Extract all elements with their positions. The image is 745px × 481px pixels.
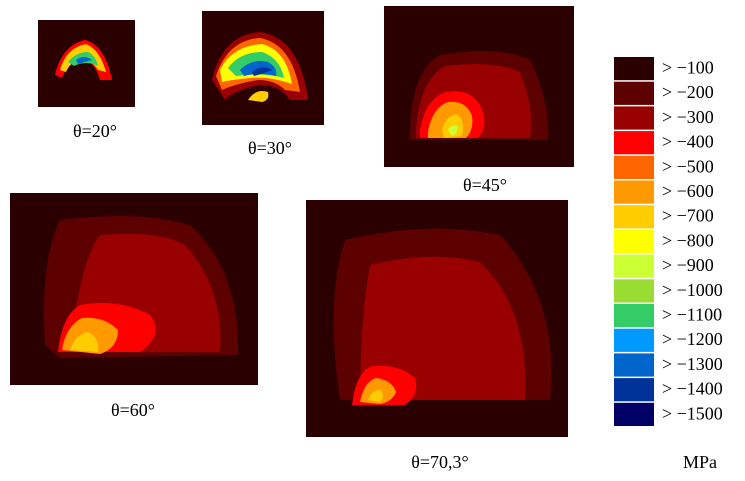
panel-label: θ=70,3° [411, 452, 468, 472]
legend-swatch [614, 205, 654, 229]
legend-swatch [614, 229, 654, 254]
legend-label: > −600 [662, 181, 714, 201]
legend-label: > −500 [662, 156, 714, 176]
legend-label: > −200 [662, 82, 714, 102]
legend-label: > −100 [662, 57, 714, 77]
legend-swatch [614, 254, 654, 278]
legend-label: > −300 [662, 107, 714, 127]
legend-label: > −1400 [662, 379, 723, 399]
legend: > −100 > −200 > −300 > −400 > −500 > −600 > −7… [614, 57, 723, 426]
contour-panel [202, 11, 324, 125]
contour-panel [10, 193, 258, 385]
panel-label: θ=30° [248, 138, 292, 158]
legend-swatch [614, 131, 654, 155]
panel-label: θ=60° [111, 400, 155, 420]
legend-swatch [614, 402, 654, 426]
legend-swatch [614, 106, 654, 130]
legend-swatch [614, 279, 654, 303]
legend-label: > −1000 [662, 280, 723, 300]
legend-swatch [614, 378, 654, 402]
legend-swatch [614, 81, 654, 105]
legend-swatch [614, 57, 654, 81]
legend-swatch [614, 180, 654, 204]
contour-panel [38, 20, 135, 107]
legend-label: > −1300 [662, 354, 723, 374]
panel-label: θ=45° [463, 175, 507, 195]
panel-label: θ=20° [73, 121, 117, 141]
legend-label: > −1100 [662, 304, 722, 324]
legend-swatch [614, 304, 654, 328]
legend-swatch [614, 353, 654, 377]
legend-label: > −800 [662, 230, 714, 250]
legend-swatch [614, 328, 654, 352]
legend-label: > −1500 [662, 403, 723, 423]
legend-swatch [614, 155, 654, 179]
legend-label: > −700 [662, 206, 714, 226]
contour-panel [306, 200, 568, 437]
contour-panel [384, 6, 574, 167]
legend-unit: MPa [683, 452, 717, 472]
legend-label: > −900 [662, 255, 714, 275]
legend-label: > −400 [662, 132, 714, 152]
legend-label: > −1200 [662, 329, 723, 349]
